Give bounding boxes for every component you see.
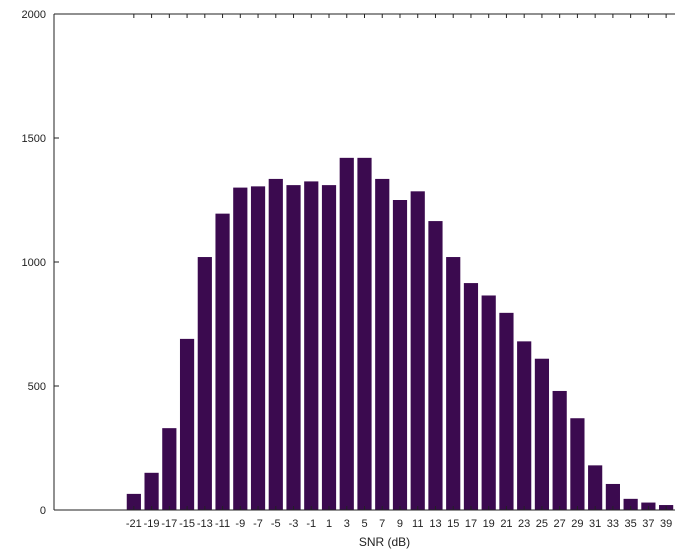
bar-19 [481, 295, 496, 510]
x-tick-label: 11 [412, 518, 423, 530]
y-tick-label: 1000 [22, 257, 46, 269]
x-tick-label: 25 [536, 518, 548, 530]
x-tick-label: 13 [429, 518, 441, 530]
x-tick-label: 7 [379, 518, 385, 530]
bar--5 [268, 178, 283, 511]
bar-35 [623, 498, 638, 510]
x-axis-label: SNR (dB) [359, 535, 410, 549]
bar-21 [499, 312, 514, 510]
x-tick-label: -3 [289, 518, 299, 530]
x-tick-label: 1 [326, 518, 332, 530]
bar-15 [446, 257, 461, 510]
bar-13 [428, 221, 443, 510]
x-tick-label: 33 [607, 518, 619, 530]
bar-17 [463, 283, 479, 510]
x-tick-label: -21 [126, 518, 142, 530]
bar-3 [339, 157, 354, 510]
x-tick-label: 3 [344, 518, 350, 530]
x-tick-label: 35 [625, 518, 637, 530]
x-tick-label: 23 [518, 518, 530, 530]
x-tick-label: 5 [361, 518, 367, 530]
x-tick-label: 19 [483, 518, 495, 530]
x-tick-label: -7 [253, 518, 263, 530]
x-tick-label: -17 [161, 518, 177, 530]
bar-27 [552, 390, 567, 510]
bar-5 [357, 157, 372, 510]
bar--9 [233, 187, 248, 510]
y-tick-label: 1500 [22, 133, 46, 145]
x-tick-label: -5 [271, 518, 281, 530]
bar--15 [179, 338, 195, 510]
bar-9 [392, 200, 408, 510]
x-tick-label: -15 [179, 518, 195, 530]
bar--21 [126, 493, 141, 510]
bar-33 [605, 483, 620, 510]
bar--7 [250, 186, 266, 511]
bar-29 [570, 418, 585, 510]
bar--17 [162, 428, 177, 510]
bar--11 [215, 213, 230, 510]
x-tick-label: 27 [554, 518, 566, 530]
bar--1 [304, 181, 319, 510]
bars-group [126, 157, 674, 511]
x-tick-label: -9 [235, 518, 245, 530]
bar-7 [375, 178, 390, 511]
x-tick-label: 31 [589, 518, 601, 530]
bar-25 [534, 358, 550, 510]
x-tick-label: -19 [144, 518, 160, 530]
x-tick-label: 9 [397, 518, 403, 530]
bar-1 [321, 185, 337, 510]
x-tick-label: 29 [571, 518, 583, 530]
x-tick-label: 39 [660, 518, 672, 530]
x-tick-label: -13 [197, 518, 213, 530]
y-tick-label: 500 [28, 381, 46, 393]
x-tick-label: 21 [500, 518, 512, 530]
bar-23 [517, 341, 532, 510]
x-tick-label: 17 [465, 518, 477, 530]
x-tick-label: -1 [306, 518, 316, 530]
x-tick-label: 15 [447, 518, 459, 530]
x-tick-label: 37 [642, 518, 654, 530]
y-tick-label: 2000 [22, 9, 46, 21]
bar--19 [144, 472, 159, 510]
bar-11 [410, 191, 425, 510]
bar--13 [197, 257, 212, 510]
bar--3 [286, 185, 301, 510]
bar-31 [588, 465, 603, 510]
x-tick-label: -11 [215, 518, 230, 530]
y-tick-label: 0 [40, 505, 46, 517]
